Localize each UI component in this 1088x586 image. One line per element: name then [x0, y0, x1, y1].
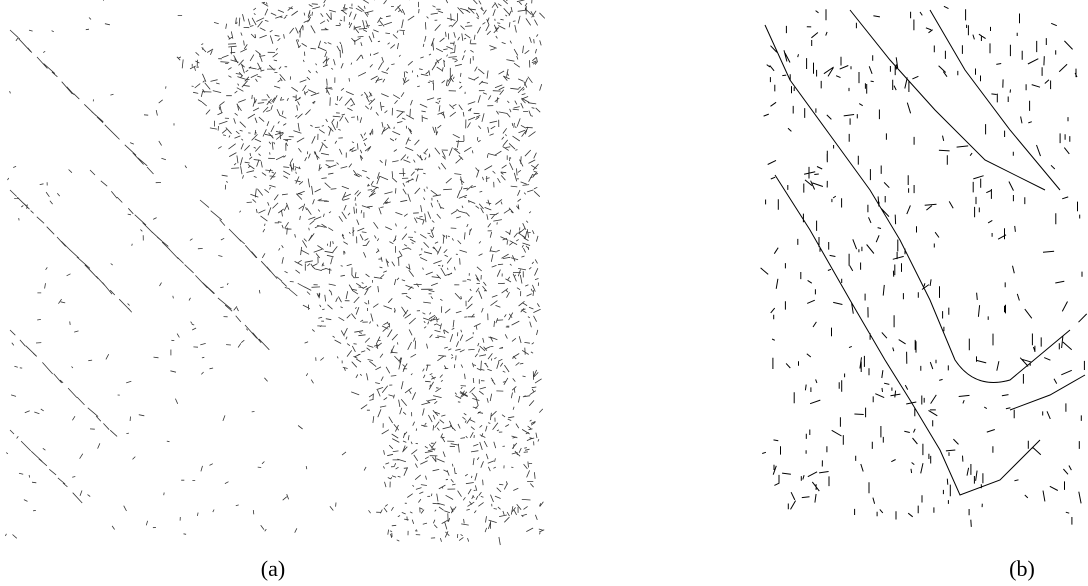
- edge-map-b: [761, 6, 1087, 527]
- page: {"captions": ["(a)", "(b)"]} (a) (b) (()…: [0, 0, 1088, 586]
- figure: [0, 0, 1088, 586]
- edge-strokes: [5, 0, 544, 545]
- edge-strokes: [761, 6, 1087, 527]
- caption-a: (a): [261, 556, 285, 582]
- caption-b: (b): [1009, 556, 1035, 582]
- edge-map-a: [5, 0, 544, 545]
